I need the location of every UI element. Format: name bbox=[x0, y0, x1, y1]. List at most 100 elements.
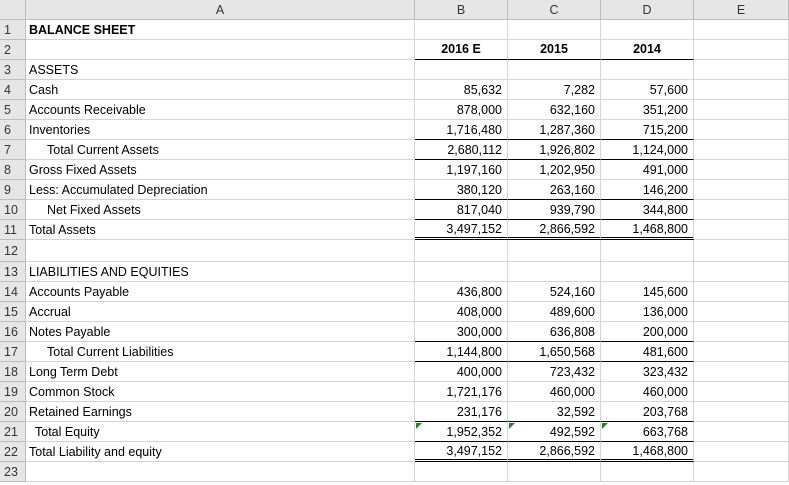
row-label: Common Stock bbox=[26, 382, 415, 402]
row-number[interactable]: 5 bbox=[0, 100, 26, 120]
row-number[interactable]: 9 bbox=[0, 180, 26, 200]
row-number[interactable]: 20 bbox=[0, 402, 26, 422]
cell-value: 491,000 bbox=[601, 160, 694, 180]
row-number[interactable]: 17 bbox=[0, 342, 26, 362]
row-label: Total Assets bbox=[26, 220, 415, 240]
column-title: 2015 bbox=[508, 40, 601, 60]
row-number[interactable]: 15 bbox=[0, 302, 26, 322]
empty-cell bbox=[415, 60, 508, 80]
empty-cell bbox=[694, 240, 789, 262]
cell-value: 344,800 bbox=[601, 200, 694, 220]
cell-value: 231,176 bbox=[415, 402, 508, 422]
row-number[interactable]: 19 bbox=[0, 382, 26, 402]
empty-cell bbox=[694, 120, 789, 140]
empty-cell bbox=[694, 262, 789, 282]
cell-value: 3,497,152 bbox=[415, 220, 508, 240]
column-header[interactable]: C bbox=[508, 0, 601, 20]
row-number[interactable]: 22 bbox=[0, 442, 26, 462]
row-label: Gross Fixed Assets bbox=[26, 160, 415, 180]
cell-value: 408,000 bbox=[415, 302, 508, 322]
row-number[interactable]: 2 bbox=[0, 40, 26, 60]
cell-value: 323,432 bbox=[601, 362, 694, 382]
cell-value: 145,600 bbox=[601, 282, 694, 302]
empty-cell bbox=[694, 160, 789, 180]
row-number[interactable]: 6 bbox=[0, 120, 26, 140]
empty-cell bbox=[415, 240, 508, 262]
cell-value: 400,000 bbox=[415, 362, 508, 382]
cell-value: 2,680,112 bbox=[415, 140, 508, 160]
cell-value: 1,952,352 bbox=[415, 422, 508, 442]
row-number[interactable]: 23 bbox=[0, 462, 26, 482]
empty-cell bbox=[694, 382, 789, 402]
empty-cell bbox=[26, 462, 415, 482]
cell-value: 1,287,360 bbox=[508, 120, 601, 140]
error-indicator bbox=[416, 423, 422, 429]
column-header[interactable]: B bbox=[415, 0, 508, 20]
row-number[interactable]: 7 bbox=[0, 140, 26, 160]
row-label: Notes Payable bbox=[26, 322, 415, 342]
cell-value: 723,432 bbox=[508, 362, 601, 382]
select-all[interactable] bbox=[0, 0, 26, 20]
column-header[interactable]: D bbox=[601, 0, 694, 20]
empty-cell bbox=[508, 20, 601, 40]
empty-cell bbox=[694, 20, 789, 40]
cell-value: 460,000 bbox=[601, 382, 694, 402]
empty-cell bbox=[694, 302, 789, 322]
cell-value: 492,592 bbox=[508, 422, 601, 442]
cell-value: 1,468,800 bbox=[601, 442, 694, 462]
cell-value: 351,200 bbox=[601, 100, 694, 120]
empty-cell bbox=[694, 200, 789, 220]
row-number[interactable]: 21 bbox=[0, 422, 26, 442]
row-number[interactable]: 18 bbox=[0, 362, 26, 382]
row-number[interactable]: 12 bbox=[0, 240, 26, 262]
row-label: Inventories bbox=[26, 120, 415, 140]
row-label: LIABILITIES AND EQUITIES bbox=[26, 262, 415, 282]
row-number[interactable]: 11 bbox=[0, 220, 26, 240]
empty-cell bbox=[694, 462, 789, 482]
empty-cell bbox=[694, 402, 789, 422]
empty-cell bbox=[415, 20, 508, 40]
row-label: Accounts Receivable bbox=[26, 100, 415, 120]
row-label: Net Fixed Assets bbox=[26, 200, 415, 220]
cell-value: 146,200 bbox=[601, 180, 694, 200]
error-indicator bbox=[509, 423, 515, 429]
column-header[interactable]: E bbox=[694, 0, 789, 20]
row-label: Less: Accumulated Depreciation bbox=[26, 180, 415, 200]
cell-value: 300,000 bbox=[415, 322, 508, 342]
cell-value: 524,160 bbox=[508, 282, 601, 302]
cell-value: 203,768 bbox=[601, 402, 694, 422]
empty-cell bbox=[508, 60, 601, 80]
cell-value: 1,721,176 bbox=[415, 382, 508, 402]
cell-value: 939,790 bbox=[508, 200, 601, 220]
cell-value: 663,768 bbox=[601, 422, 694, 442]
row-number[interactable]: 16 bbox=[0, 322, 26, 342]
row-number[interactable]: 4 bbox=[0, 80, 26, 100]
cell-value: 1,144,800 bbox=[415, 342, 508, 362]
cell-value: 136,000 bbox=[601, 302, 694, 322]
empty-cell bbox=[694, 282, 789, 302]
row-number[interactable]: 1 bbox=[0, 20, 26, 40]
row-number[interactable]: 3 bbox=[0, 60, 26, 80]
cell-value: 1,926,802 bbox=[508, 140, 601, 160]
cell-value: 85,632 bbox=[415, 80, 508, 100]
empty-cell bbox=[508, 262, 601, 282]
empty-cell bbox=[601, 60, 694, 80]
row-number[interactable]: 13 bbox=[0, 262, 26, 282]
cell-value: 481,600 bbox=[601, 342, 694, 362]
cell-value: 200,000 bbox=[601, 322, 694, 342]
row-number[interactable]: 8 bbox=[0, 160, 26, 180]
empty-cell bbox=[601, 262, 694, 282]
cell-value: 7,282 bbox=[508, 80, 601, 100]
cell-value: 632,160 bbox=[508, 100, 601, 120]
cell-value: 57,600 bbox=[601, 80, 694, 100]
empty-cell bbox=[508, 462, 601, 482]
cell-value: 878,000 bbox=[415, 100, 508, 120]
column-header[interactable]: A bbox=[26, 0, 415, 20]
row-number[interactable]: 14 bbox=[0, 282, 26, 302]
empty-cell bbox=[694, 362, 789, 382]
empty-cell bbox=[694, 220, 789, 240]
row-number[interactable]: 10 bbox=[0, 200, 26, 220]
cell-value: 1,650,568 bbox=[508, 342, 601, 362]
empty-cell bbox=[601, 462, 694, 482]
